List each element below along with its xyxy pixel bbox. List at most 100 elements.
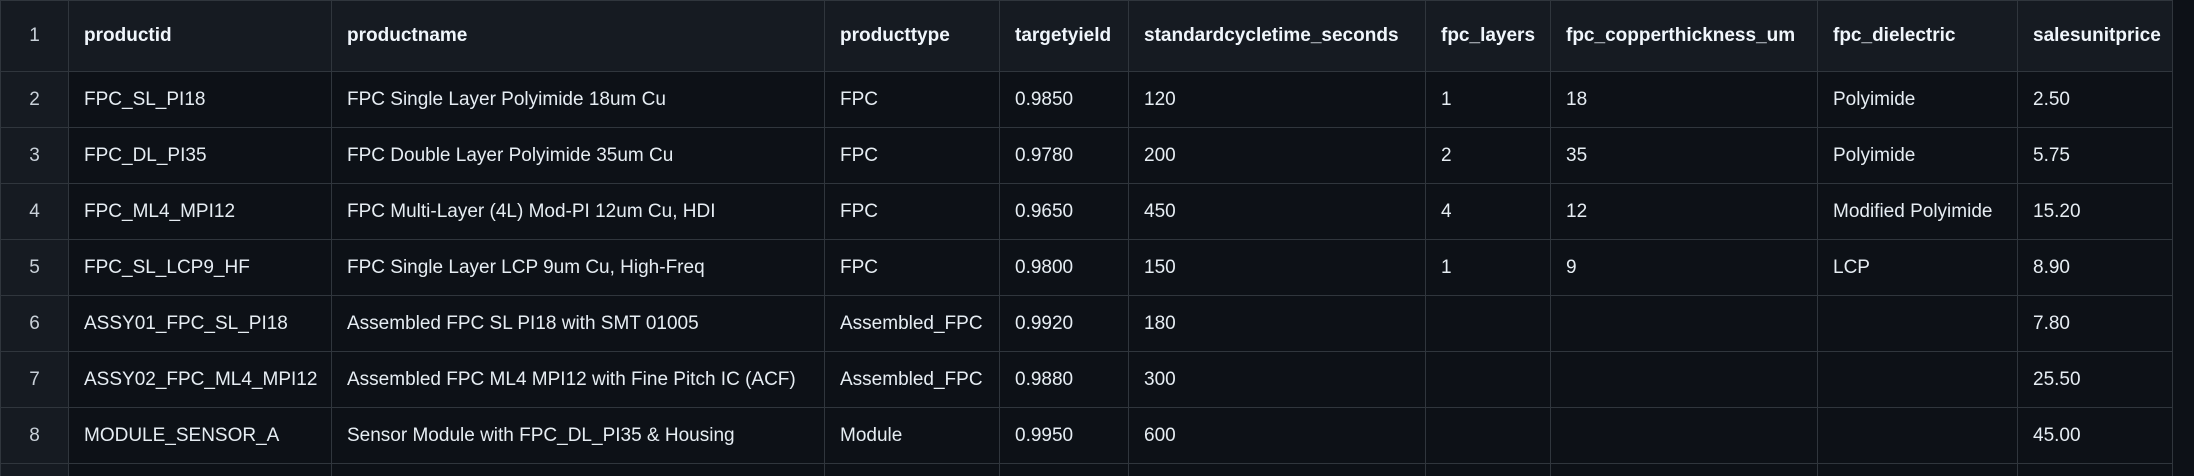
column-header[interactable]: producttype [825, 1, 1000, 72]
row-number[interactable]: 4 [1, 184, 69, 240]
table-cell[interactable]: 120 [1129, 72, 1426, 128]
table-cell[interactable]: 4 [1426, 184, 1551, 240]
table-cell[interactable]: 9 [1551, 240, 1818, 296]
table-cell[interactable]: 1 [1426, 72, 1551, 128]
table-cell[interactable]: 0.9950 [1000, 408, 1129, 464]
table-cell[interactable]: 0.9850 [1000, 72, 1129, 128]
table-cell[interactable] [1426, 352, 1551, 408]
table-cell[interactable]: ASSY02_FPC_ML4_MPI12 [69, 352, 332, 408]
table-cell[interactable]: Module [825, 408, 1000, 464]
table-cell[interactable]: FPC Multi-Layer (4L) Mod-PI 12um Cu, HDI [332, 184, 825, 240]
table-cell[interactable]: 300 [1129, 352, 1426, 408]
table-cell[interactable] [1818, 408, 2018, 464]
table-cell[interactable] [1551, 352, 1818, 408]
table-row: 2 FPC_SL_PI18 FPC Single Layer Polyimide… [1, 72, 2173, 128]
table-cell-empty [69, 464, 332, 476]
row-number[interactable]: 6 [1, 296, 69, 352]
table-cell[interactable]: 600 [1129, 408, 1426, 464]
table-cell[interactable]: Polyimide [1818, 72, 2018, 128]
table-cell[interactable]: Assembled FPC SL PI18 with SMT 01005 [332, 296, 825, 352]
table-row: 6 ASSY01_FPC_SL_PI18 Assembled FPC SL PI… [1, 296, 2173, 352]
column-header[interactable]: fpc_dielectric [1818, 1, 2018, 72]
row-number[interactable]: 7 [1, 352, 69, 408]
table-cell[interactable]: 18 [1551, 72, 1818, 128]
table-cell[interactable] [1426, 296, 1551, 352]
table-cell[interactable]: 25.50 [2018, 352, 2173, 408]
table-cell[interactable]: 7.80 [2018, 296, 2173, 352]
table-row: 4 FPC_ML4_MPI12 FPC Multi-Layer (4L) Mod… [1, 184, 2173, 240]
column-header[interactable]: standardcycletime_seconds [1129, 1, 1426, 72]
table-cell-empty [1818, 464, 2018, 476]
row-number[interactable]: 5 [1, 240, 69, 296]
table-cell[interactable]: Assembled_FPC [825, 296, 1000, 352]
table-cell[interactable]: 15.20 [2018, 184, 2173, 240]
table-row: 5 FPC_SL_LCP9_HF FPC Single Layer LCP 9u… [1, 240, 2173, 296]
table-cell[interactable]: ASSY01_FPC_SL_PI18 [69, 296, 332, 352]
table-cell[interactable]: 8.90 [2018, 240, 2173, 296]
table-cell[interactable]: FPC [825, 240, 1000, 296]
table-cell[interactable]: Assembled_FPC [825, 352, 1000, 408]
table-cell[interactable]: FPC_DL_PI35 [69, 128, 332, 184]
table-cell[interactable]: FPC Double Layer Polyimide 35um Cu [332, 128, 825, 184]
table-cell[interactable]: 450 [1129, 184, 1426, 240]
table-cell[interactable]: 5.75 [2018, 128, 2173, 184]
table-row: 7 ASSY02_FPC_ML4_MPI12 Assembled FPC ML4… [1, 352, 2173, 408]
table-cell[interactable] [1818, 352, 2018, 408]
row-number-empty [1, 464, 69, 476]
table-cell[interactable]: 45.00 [2018, 408, 2173, 464]
table-row-partial [1, 464, 2173, 476]
row-number[interactable]: 1 [1, 1, 69, 72]
table-cell[interactable]: 200 [1129, 128, 1426, 184]
table-cell[interactable]: LCP [1818, 240, 2018, 296]
table-cell-empty [1129, 464, 1426, 476]
row-number[interactable]: 3 [1, 128, 69, 184]
table-cell[interactable]: FPC [825, 72, 1000, 128]
table-row: 3 FPC_DL_PI35 FPC Double Layer Polyimide… [1, 128, 2173, 184]
table-cell[interactable]: 2.50 [2018, 72, 2173, 128]
table-cell[interactable]: 12 [1551, 184, 1818, 240]
table-cell[interactable]: Polyimide [1818, 128, 2018, 184]
spreadsheet-grid: 1 productid productname producttype targ… [0, 0, 2194, 464]
table-cell[interactable]: 2 [1426, 128, 1551, 184]
column-header[interactable]: productname [332, 1, 825, 72]
table-cell[interactable]: FPC_SL_PI18 [69, 72, 332, 128]
table-cell[interactable]: 1 [1426, 240, 1551, 296]
table-cell[interactable]: Sensor Module with FPC_DL_PI35 & Housing [332, 408, 825, 464]
table-cell[interactable]: 0.9880 [1000, 352, 1129, 408]
column-header[interactable]: targetyield [1000, 1, 1129, 72]
table-cell[interactable] [1551, 296, 1818, 352]
column-header[interactable]: fpc_copperthickness_um [1551, 1, 1818, 72]
table-cell[interactable]: 150 [1129, 240, 1426, 296]
table-cell[interactable]: Assembled FPC ML4 MPI12 with Fine Pitch … [332, 352, 825, 408]
table-cell[interactable]: FPC Single Layer Polyimide 18um Cu [332, 72, 825, 128]
column-header[interactable]: fpc_layers [1426, 1, 1551, 72]
table-row: 8 MODULE_SENSOR_A Sensor Module with FPC… [1, 408, 2173, 464]
table-cell[interactable]: FPC [825, 128, 1000, 184]
column-header[interactable]: salesunitprice [2018, 1, 2173, 72]
table-cell[interactable] [1551, 408, 1818, 464]
table-cell[interactable]: Modified Polyimide [1818, 184, 2018, 240]
table-cell[interactable] [1426, 408, 1551, 464]
table-cell[interactable]: 0.9650 [1000, 184, 1129, 240]
table-cell[interactable]: FPC_ML4_MPI12 [69, 184, 332, 240]
table-cell[interactable]: 0.9920 [1000, 296, 1129, 352]
table-cell-empty [1000, 464, 1129, 476]
table-cell-empty [1551, 464, 1818, 476]
table-cell[interactable]: FPC [825, 184, 1000, 240]
table-cell-empty [1426, 464, 1551, 476]
table-cell[interactable]: 180 [1129, 296, 1426, 352]
table-cell[interactable]: FPC_SL_LCP9_HF [69, 240, 332, 296]
table-cell[interactable]: FPC Single Layer LCP 9um Cu, High-Freq [332, 240, 825, 296]
row-number[interactable]: 2 [1, 72, 69, 128]
table-cell[interactable]: 0.9780 [1000, 128, 1129, 184]
table-cell[interactable]: 0.9800 [1000, 240, 1129, 296]
table-cell-empty [825, 464, 1000, 476]
table-cell[interactable]: MODULE_SENSOR_A [69, 408, 332, 464]
table-cell[interactable]: 35 [1551, 128, 1818, 184]
row-number[interactable]: 8 [1, 408, 69, 464]
column-header[interactable]: productid [69, 1, 332, 72]
table-cell[interactable] [1818, 296, 2018, 352]
header-row: 1 productid productname producttype targ… [1, 1, 2173, 72]
table-cell-empty [2018, 464, 2173, 476]
